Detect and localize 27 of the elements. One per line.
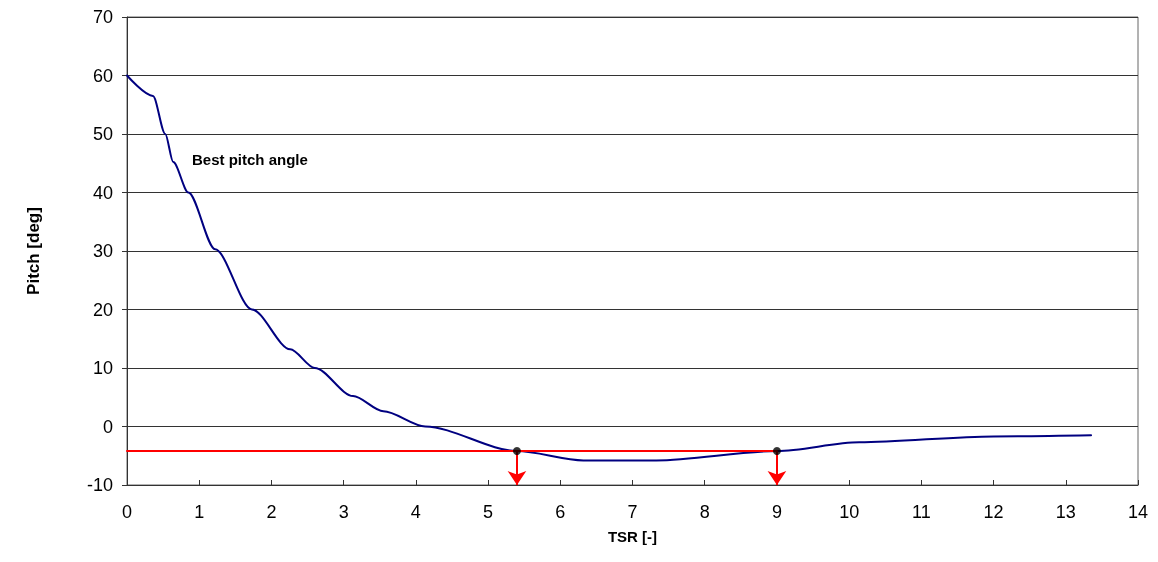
y-tick-label: 0 bbox=[102, 416, 113, 437]
x-tick-label: 2 bbox=[266, 502, 277, 522]
y-tick-label: 60 bbox=[92, 65, 113, 86]
x-tick-label: 13 bbox=[1055, 502, 1076, 522]
y-tick-label: -10 bbox=[86, 475, 113, 495]
x-tick-label: 9 bbox=[771, 502, 782, 522]
x-tick-label: 3 bbox=[338, 502, 349, 522]
x-tick-label: 5 bbox=[483, 502, 494, 522]
x-tick-label: 0 bbox=[121, 502, 133, 522]
x-axis-title: TSR [-] bbox=[607, 528, 658, 545]
x-tick-label: 14 bbox=[1127, 502, 1149, 522]
x-tick-label: 10 bbox=[839, 502, 860, 522]
x-tick-label: 8 bbox=[699, 502, 710, 522]
y-tick-label: 30 bbox=[92, 241, 113, 261]
y-tick-label: 70 bbox=[92, 7, 113, 27]
y-axis-title: Pitch [deg] bbox=[24, 207, 43, 295]
x-tick-label: 4 bbox=[410, 502, 421, 522]
annotation: Best pitch angle bbox=[192, 151, 308, 168]
x-tick-label: 6 bbox=[555, 502, 566, 522]
x-tick-label: 11 bbox=[912, 502, 931, 522]
y-tick-label: 40 bbox=[92, 182, 113, 203]
x-tick-label: 12 bbox=[983, 502, 1004, 522]
y-tick-label: 50 bbox=[92, 124, 113, 144]
x-tick-label: 1 bbox=[194, 502, 205, 522]
y-tick-label: 20 bbox=[92, 299, 113, 320]
x-tick-label: 7 bbox=[627, 502, 638, 522]
y-tick-label: 10 bbox=[92, 358, 113, 378]
